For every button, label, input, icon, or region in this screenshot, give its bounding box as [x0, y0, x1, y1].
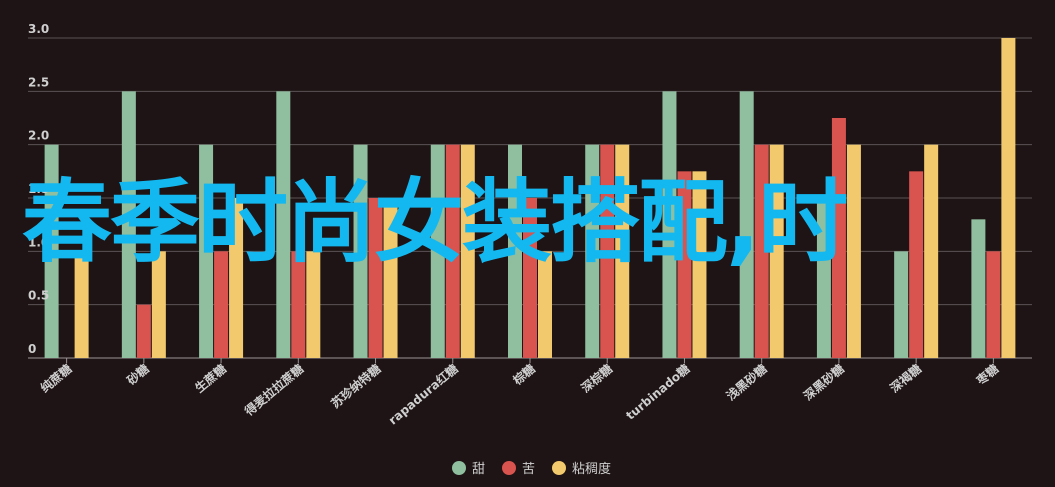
bar-苦-深褐糖[interactable] [909, 171, 924, 358]
bar-粘稠度-苏珍纳特糖[interactable] [383, 198, 398, 358]
bar-甜-枣糖[interactable] [971, 219, 986, 358]
legend-label: 甜 [472, 461, 485, 477]
bar-粘稠度-turbinado糖[interactable] [692, 171, 707, 358]
y-tick-label: 1.0 [28, 235, 49, 249]
legend-swatch [452, 461, 466, 475]
y-axis-labels: 0 0.5 1.0 1.5 2.0 2.5 3.0 [28, 22, 49, 356]
legend-item-苦[interactable]: 苦 [502, 461, 535, 477]
bar-苦-苏珍纳特糖[interactable] [368, 198, 383, 358]
bar-甜-纯蔗糖[interactable] [44, 144, 59, 358]
bar-苦-砂糖[interactable] [136, 304, 151, 358]
bar-苦-rapadura红糖[interactable] [445, 144, 460, 358]
bar-甜-浅黑砂糖[interactable] [739, 91, 754, 358]
bar-粘稠度-深棕糖[interactable] [615, 144, 630, 358]
bar-粘稠度-砂糖[interactable] [151, 251, 166, 358]
bar-苦-深黑砂糖[interactable] [831, 118, 846, 358]
overlay-title-text: 春季时尚女装搭配,时 [22, 170, 848, 275]
bar-粘稠度-枣糖[interactable] [1001, 38, 1016, 358]
bar-甜-深黑砂糖[interactable] [816, 198, 831, 358]
x-tick-label: 浅黑砂糖 [723, 361, 769, 403]
x-tick-label: 得麦拉拉蔗糖 [241, 361, 307, 419]
x-tick-label: 枣糖 [973, 361, 1002, 389]
legend-swatch [552, 461, 566, 475]
bar-甜-砂糖[interactable] [121, 91, 136, 358]
bar-苦-深棕糖[interactable] [600, 144, 615, 358]
y-tick-label: 3.0 [28, 22, 49, 36]
bar-甜-turbinado糖[interactable] [662, 91, 677, 358]
y-tick-label: 0 [28, 342, 36, 356]
x-axis-labels: 纯蔗糖 砂糖 生蔗糖 得麦拉拉蔗糖 苏珍纳特糖 rapadura红糖 棕糖 深棕糖 turbin… [37, 358, 1001, 427]
bar-苦-turbinado糖[interactable] [677, 171, 692, 358]
bar-苦-浅黑砂糖[interactable] [754, 144, 769, 358]
y-tick-label: 2.5 [28, 75, 49, 89]
x-tick-label: 纯蔗糖 [37, 361, 74, 396]
bar-粘稠度-棕糖[interactable] [538, 251, 552, 358]
x-tick-label: rapadura红糖 [385, 361, 460, 428]
bar-甜-深褐糖[interactable] [894, 251, 909, 358]
bar-粘稠度-浅黑砂糖[interactable] [769, 144, 784, 358]
bar-粘稠度-得麦拉拉蔗糖[interactable] [306, 251, 321, 358]
x-tick-label: turbinado糖 [623, 361, 693, 423]
bar-苦-枣糖[interactable] [986, 251, 1001, 358]
bars [44, 38, 1016, 358]
bar-粘稠度-深黑砂糖[interactable] [846, 144, 861, 358]
bar-粘稠度-深褐糖[interactable] [924, 144, 939, 358]
bar-苦-生蔗糖[interactable] [214, 251, 229, 358]
y-tick-label: 0.5 [28, 289, 49, 303]
bar-粘稠度-rapadura红糖[interactable] [460, 144, 475, 358]
x-tick-label: 深褐糖 [887, 361, 924, 396]
x-tick-label: 深黑砂糖 [800, 361, 846, 403]
bar-粘稠度-生蔗糖[interactable] [229, 198, 244, 358]
legend-item-甜[interactable]: 甜 [452, 461, 485, 477]
bar-甜-rapadura红糖[interactable] [430, 144, 445, 358]
bar-甜-棕糖[interactable] [508, 144, 522, 358]
y-tick-label: 2.0 [28, 129, 49, 143]
legend-item-粘稠度[interactable]: 粘稠度 [552, 461, 611, 477]
bar-甜-苏珍纳特糖[interactable] [353, 144, 368, 358]
bar-苦-得麦拉拉蔗糖[interactable] [291, 251, 306, 358]
x-tick-label: 苏珍纳特糖 [328, 361, 384, 411]
legend-swatch [502, 461, 516, 475]
bar-苦-棕糖[interactable] [523, 198, 537, 358]
bar-甜-生蔗糖[interactable] [199, 144, 214, 358]
legend-label: 苦 [522, 461, 535, 477]
x-tick-label: 砂糖 [123, 361, 152, 389]
legend[interactable]: 甜 苦 粘稠度 [452, 461, 611, 477]
bar-甜-深棕糖[interactable] [585, 144, 600, 358]
bar-粘稠度-纯蔗糖[interactable] [74, 251, 89, 358]
x-tick-label: 生蔗糖 [192, 361, 229, 396]
x-tick-label: 深棕糖 [578, 361, 615, 396]
legend-label: 粘稠度 [572, 461, 611, 477]
bar-甜-得麦拉拉蔗糖[interactable] [276, 91, 291, 358]
x-tick-label: 棕糖 [509, 361, 538, 389]
y-tick-label: 1.5 [28, 182, 49, 196]
